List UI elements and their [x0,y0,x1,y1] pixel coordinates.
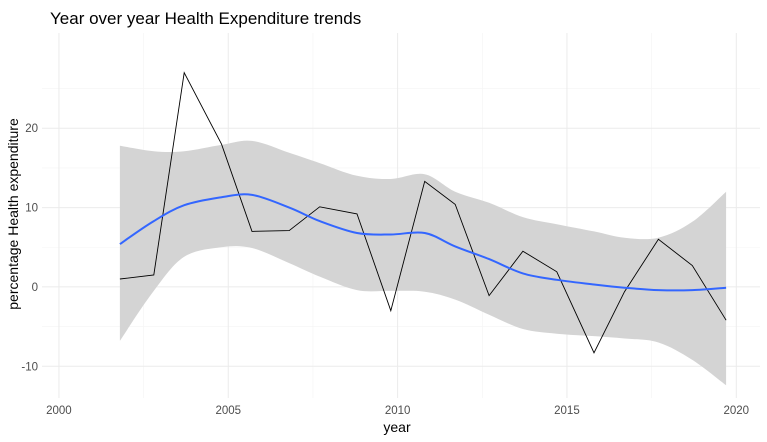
x-axis-title: year [383,419,411,435]
x-axis-ticks: 2000 2005 2010 2015 2020 [46,405,749,417]
y-tick-label: -10 [21,361,38,373]
y-tick-label: 10 [25,203,38,215]
y-tick-label: 0 [32,282,38,294]
chart-title: Year over year Health Expenditure trends [50,9,361,28]
x-tick-label: 2010 [385,405,411,417]
series-line-smooth [119,193,727,292]
y-tick-label: 20 [25,123,38,135]
x-tick-label: 2005 [215,405,241,417]
x-tick-label: 2000 [46,405,72,417]
y-axis-ticks: -10 0 10 20 [21,123,38,373]
y-axis-title: percentage Health expenditure [5,118,21,310]
x-tick-label: 2020 [723,405,749,417]
confidence-band [119,140,727,386]
series-line-raw [119,71,727,354]
x-tick-label: 2015 [554,405,580,417]
